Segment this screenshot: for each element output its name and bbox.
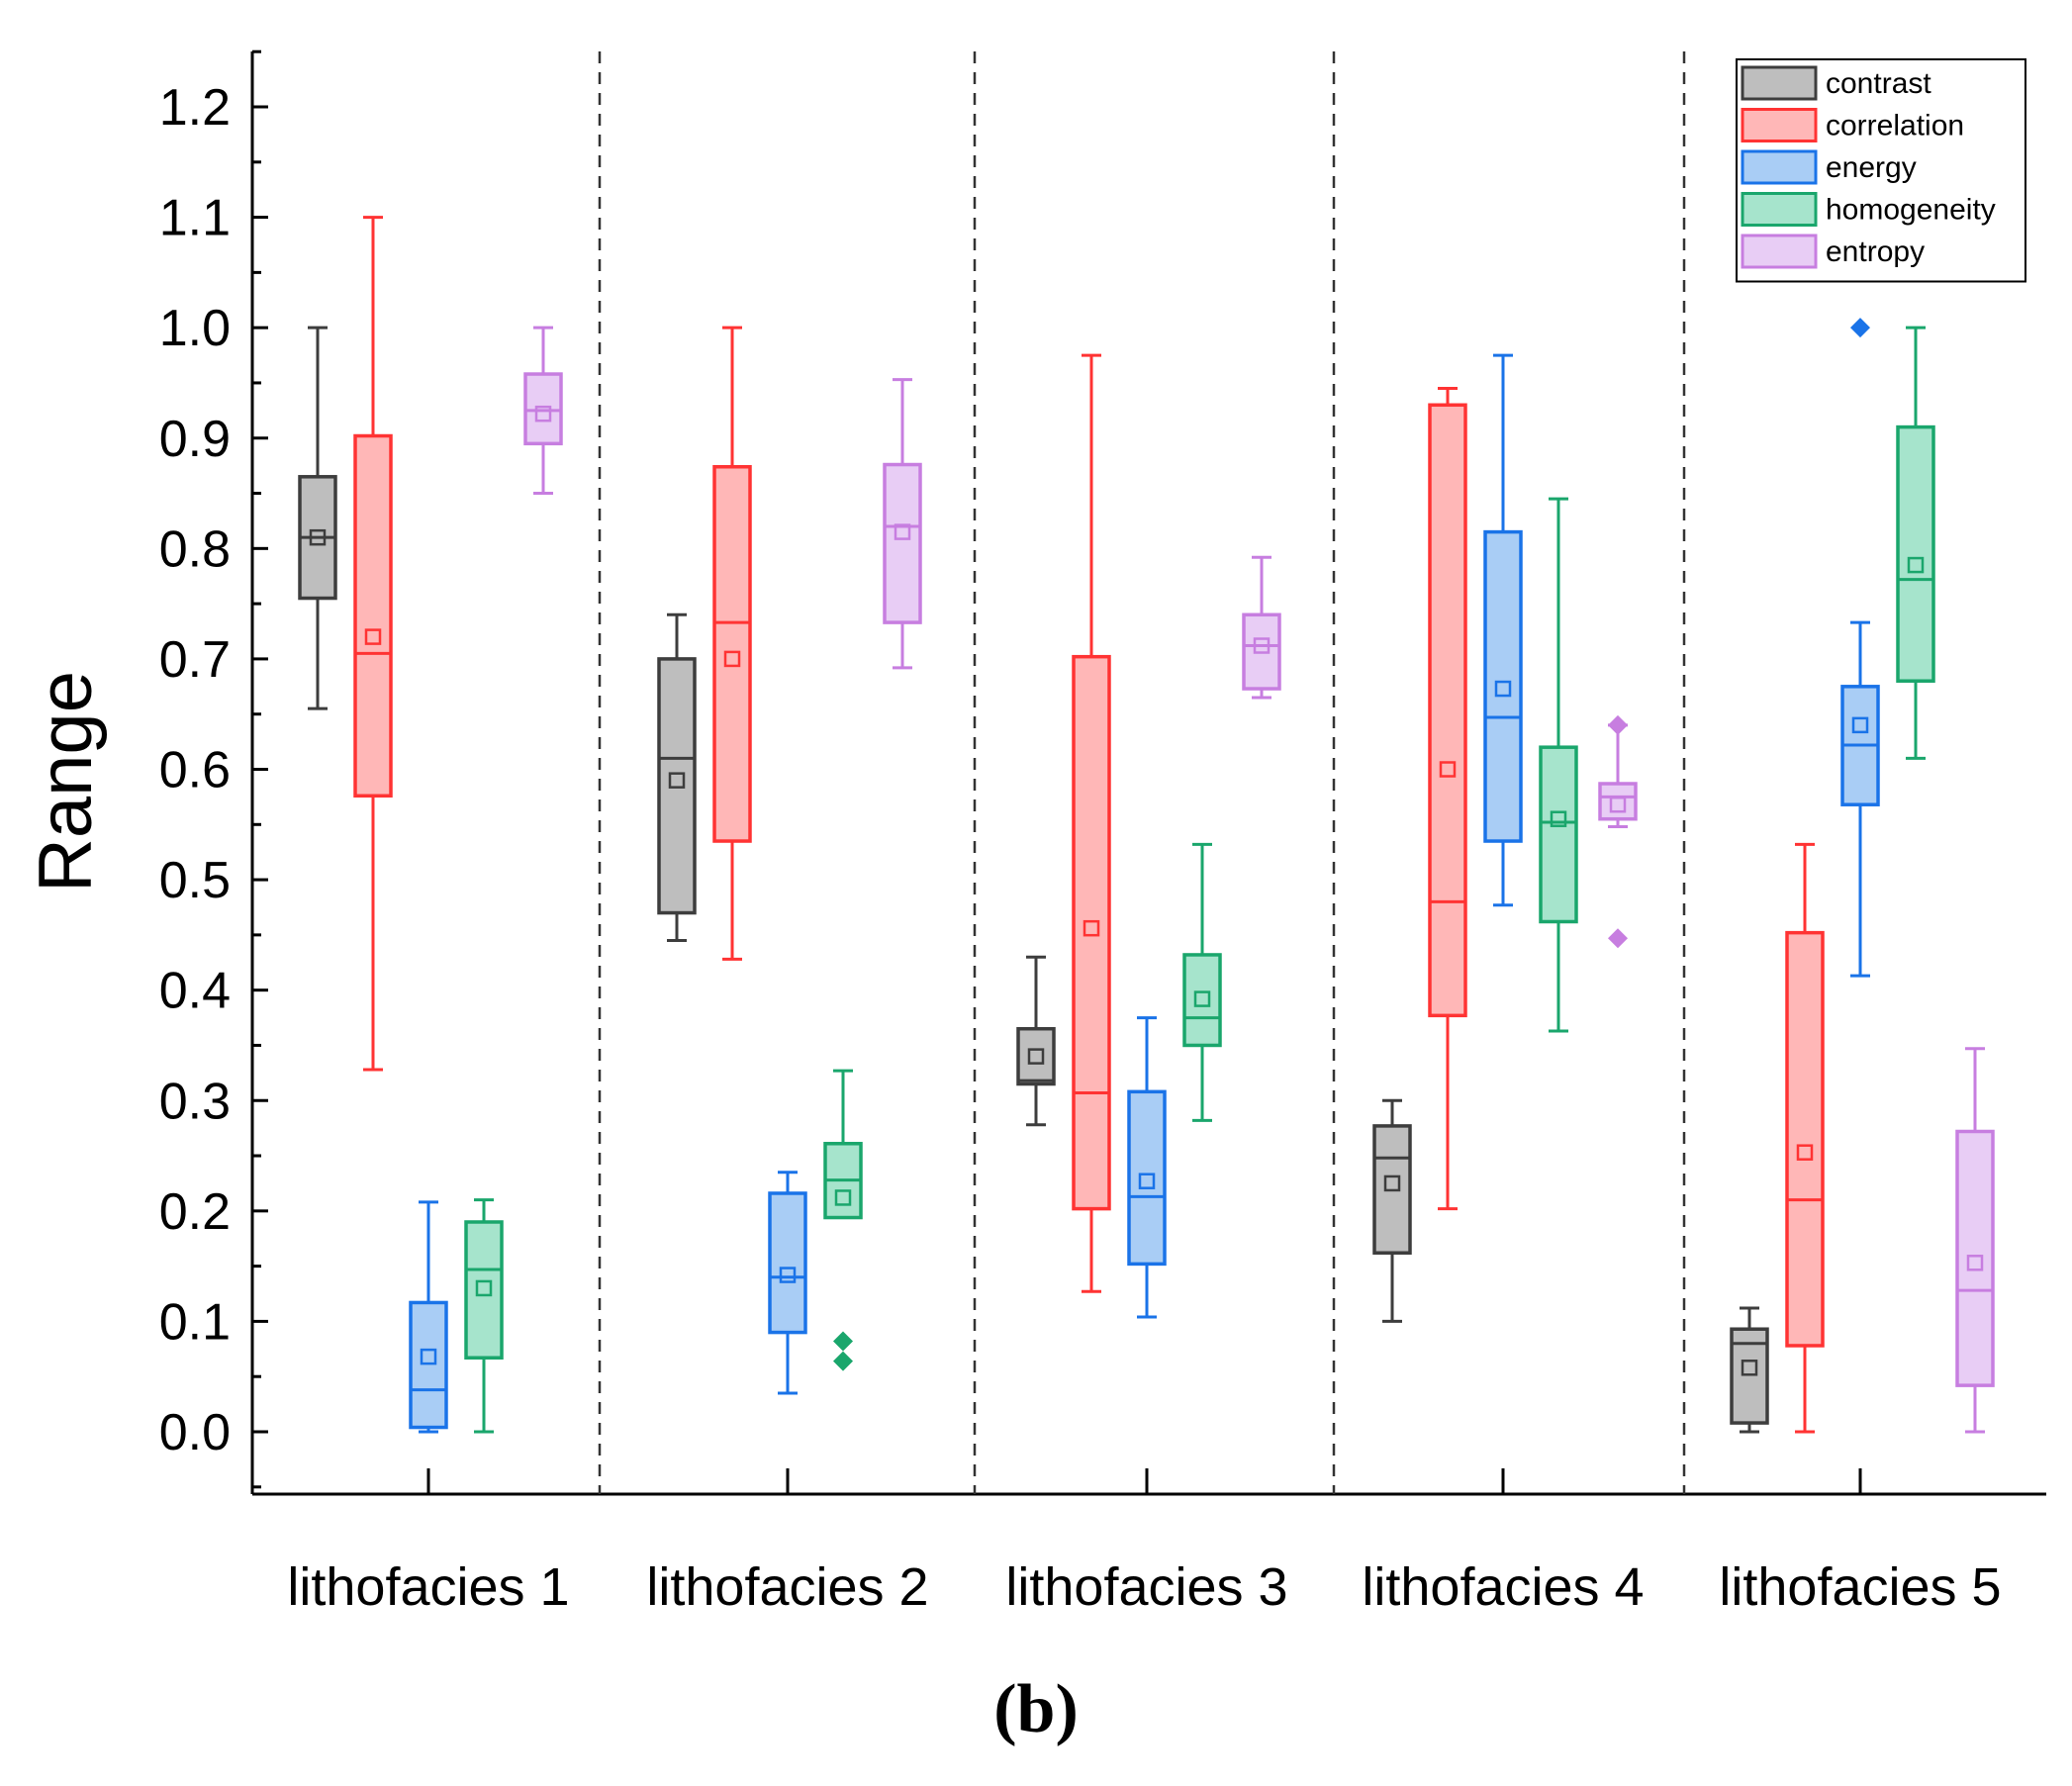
entropy-mean-marker (1966, 1255, 1984, 1271)
y-tick-label: 0.3 (159, 1073, 231, 1130)
homogeneity-box (1896, 424, 1935, 683)
figure-caption: (b) (993, 1671, 1079, 1747)
legend-swatch-contrast (1741, 65, 1818, 101)
homogeneity-box (464, 1220, 504, 1360)
homogeneity-mean-marker (1907, 556, 1925, 574)
y-tick-label: 1.1 (159, 190, 231, 247)
entropy-mean-marker (534, 405, 552, 423)
legend-swatch-energy (1741, 149, 1818, 185)
y-tick-label: 1.2 (159, 79, 231, 137)
y-tick-label: 0.1 (159, 1293, 231, 1351)
correlation-mean-marker (1439, 761, 1457, 778)
homogeneity-outlier (833, 1331, 853, 1352)
energy-box (1483, 529, 1523, 843)
contrast-mean-marker (1383, 1175, 1401, 1192)
plot-area: 0.0 0.1 0.2 0.3 0.4 0.5 0.6 0.7 0.8 0.9 1.0 1.1 1.2 l… (159, 49, 2046, 1617)
legend-label-energy: energy (1826, 151, 1917, 184)
y-tick-label: 0.4 (159, 963, 231, 1020)
contrast-mean-marker (309, 528, 327, 546)
homogeneity-mean-marker (1550, 810, 1567, 827)
homogeneity-mean-marker (475, 1279, 493, 1297)
entropy-box (883, 462, 922, 624)
legend-label-homogeneity: homogeneity (1826, 194, 1996, 227)
energy-mean-marker (1138, 1173, 1156, 1189)
energy-mean-marker (779, 1267, 797, 1283)
legend-swatch-homogeneity (1741, 192, 1818, 227)
entropy-box (1598, 782, 1638, 821)
correlation-box (1785, 930, 1825, 1348)
y-tick-label: 0.6 (159, 742, 231, 799)
contrast-box (657, 657, 697, 915)
entropy-outlier (1608, 714, 1628, 735)
homogeneity-mean-marker (1193, 990, 1211, 1007)
x-tick-label: lithofacies 2 (646, 1557, 928, 1617)
y-tick-label: 0.7 (159, 631, 231, 689)
entropy-mean-marker (894, 523, 911, 540)
legend-label-contrast: contrast (1826, 67, 1931, 100)
entropy-mean-marker (1609, 796, 1627, 813)
x-tick-label: lithofacies 3 (1005, 1557, 1287, 1617)
legend-label-entropy: entropy (1826, 235, 1925, 268)
contrast-box (1016, 1026, 1056, 1086)
correlation-box (712, 465, 752, 843)
legend-label-correlation: correlation (1826, 110, 1964, 142)
correlation-mean-marker (364, 628, 382, 645)
x-tick-label: lithofacies 4 (1362, 1557, 1644, 1617)
correlation-box (1072, 654, 1111, 1211)
entropy-outlier (1608, 928, 1628, 949)
correlation-mean-marker (1796, 1144, 1814, 1161)
y-tick-label: 0.8 (159, 520, 231, 578)
contrast-mean-marker (668, 772, 686, 789)
energy-mean-marker (1494, 680, 1512, 698)
energy-box (409, 1300, 448, 1430)
energy-box (1127, 1089, 1167, 1267)
correlation-box (353, 433, 393, 799)
correlation-mean-marker (723, 650, 741, 668)
energy-outlier (1850, 318, 1870, 338)
homogeneity-box (1539, 745, 1578, 924)
homogeneity-mean-marker (834, 1189, 852, 1206)
energy-mean-marker (420, 1348, 437, 1365)
legend-swatch-entropy (1741, 234, 1818, 269)
y-tick-label: 0.9 (159, 411, 231, 468)
legend-swatch-correlation (1741, 108, 1818, 142)
entropy-box (523, 372, 563, 446)
y-tick-label: 1.0 (159, 300, 231, 357)
energy-box (768, 1191, 807, 1335)
contrast-mean-marker (1027, 1048, 1045, 1065)
energy-mean-marker (1851, 716, 1869, 734)
correlation-mean-marker (1083, 919, 1100, 937)
y-tick-label: 0.2 (159, 1183, 231, 1241)
x-tick-label: lithofacies 1 (287, 1557, 569, 1617)
y-tick-label: 0.5 (159, 852, 231, 909)
correlation-box (1428, 403, 1467, 1018)
homogeneity-box (1182, 953, 1222, 1048)
homogeneity-outlier (833, 1351, 853, 1371)
entropy-box (1955, 1129, 1995, 1387)
y-tick-label: 0.0 (159, 1404, 231, 1461)
entropy-mean-marker (1253, 637, 1271, 654)
contrast-mean-marker (1741, 1360, 1758, 1376)
y-axis-title: Range (24, 671, 108, 893)
x-tick-label: lithofacies 5 (1719, 1557, 2001, 1617)
